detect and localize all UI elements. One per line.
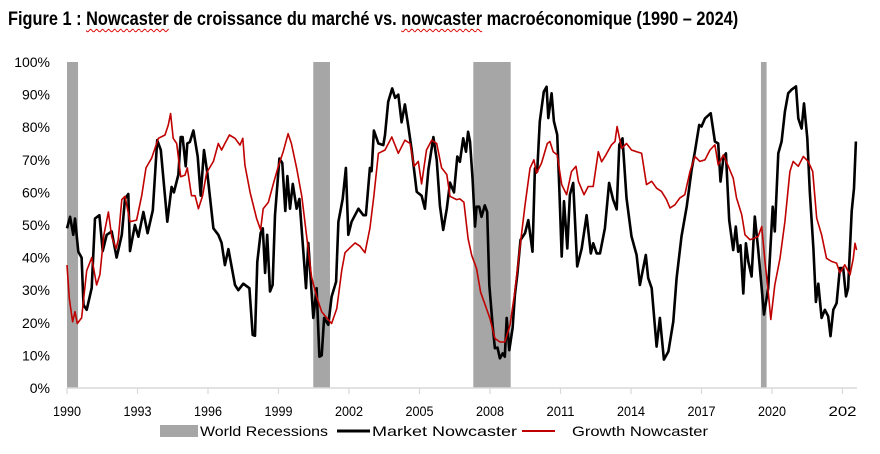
x-tick-label: 1999	[265, 403, 293, 419]
y-tick-label: 40%	[22, 250, 50, 266]
x-tick-label: 2005	[406, 403, 434, 419]
x-tick-label: 1996	[194, 403, 222, 419]
y-tick-label: 30%	[22, 282, 50, 298]
title-middle: de croissance du marché vs.	[168, 9, 402, 30]
chart-title: Figure 1 : Nowcaster de croissance du ma…	[8, 9, 738, 31]
legend: World Recessions Market Nowcaster Growth N…	[160, 423, 708, 439]
x-tick-label: 2008	[476, 403, 504, 419]
x-tick-label: 2017	[688, 403, 716, 419]
x-tick-label: 202	[829, 403, 857, 419]
title-misspelled-word: nowcaster	[401, 9, 483, 30]
x-tick-label: 2014	[617, 403, 645, 419]
recession-band	[760, 62, 767, 388]
y-tick-label: 20%	[22, 315, 50, 331]
y-tick-label: 50%	[22, 217, 50, 233]
y-tick-label: 10%	[22, 347, 50, 363]
title-prefix: Figure 1 :	[8, 9, 87, 30]
x-tick-label: 2020	[758, 403, 786, 419]
legend-label: Growth Nowcaster	[572, 423, 708, 439]
x-tick-label: 1990	[53, 403, 81, 419]
y-tick-label: 80%	[22, 119, 50, 135]
axes: 1990 1993 1996 1999 2002 2005 2008 2011 2014 2017…	[14, 54, 857, 419]
y-tick-label: 100%	[14, 54, 50, 70]
series-lines	[65, 85, 858, 361]
title-misspelled-word: Nowcaster	[86, 9, 169, 30]
y-tick-label: 90%	[22, 87, 50, 103]
legend-label: World Recessions	[200, 423, 328, 439]
recession-band	[473, 62, 511, 388]
x-tick-label: 1993	[124, 403, 152, 419]
market-nowcaster-line	[65, 85, 858, 361]
x-tick-label: 2011	[547, 403, 575, 419]
legend-label: Market Nowcaster	[372, 423, 517, 439]
legend-swatch-recessions	[160, 425, 198, 437]
y-tick-label: 60%	[22, 184, 50, 200]
y-tick-label: 70%	[22, 152, 50, 168]
x-tick-label: 2002	[335, 403, 363, 419]
y-tick-label: 0%	[30, 380, 50, 396]
title-suffix: macroéconomique (1990 – 2024)	[482, 9, 739, 30]
growth-nowcaster-line	[66, 112, 858, 343]
